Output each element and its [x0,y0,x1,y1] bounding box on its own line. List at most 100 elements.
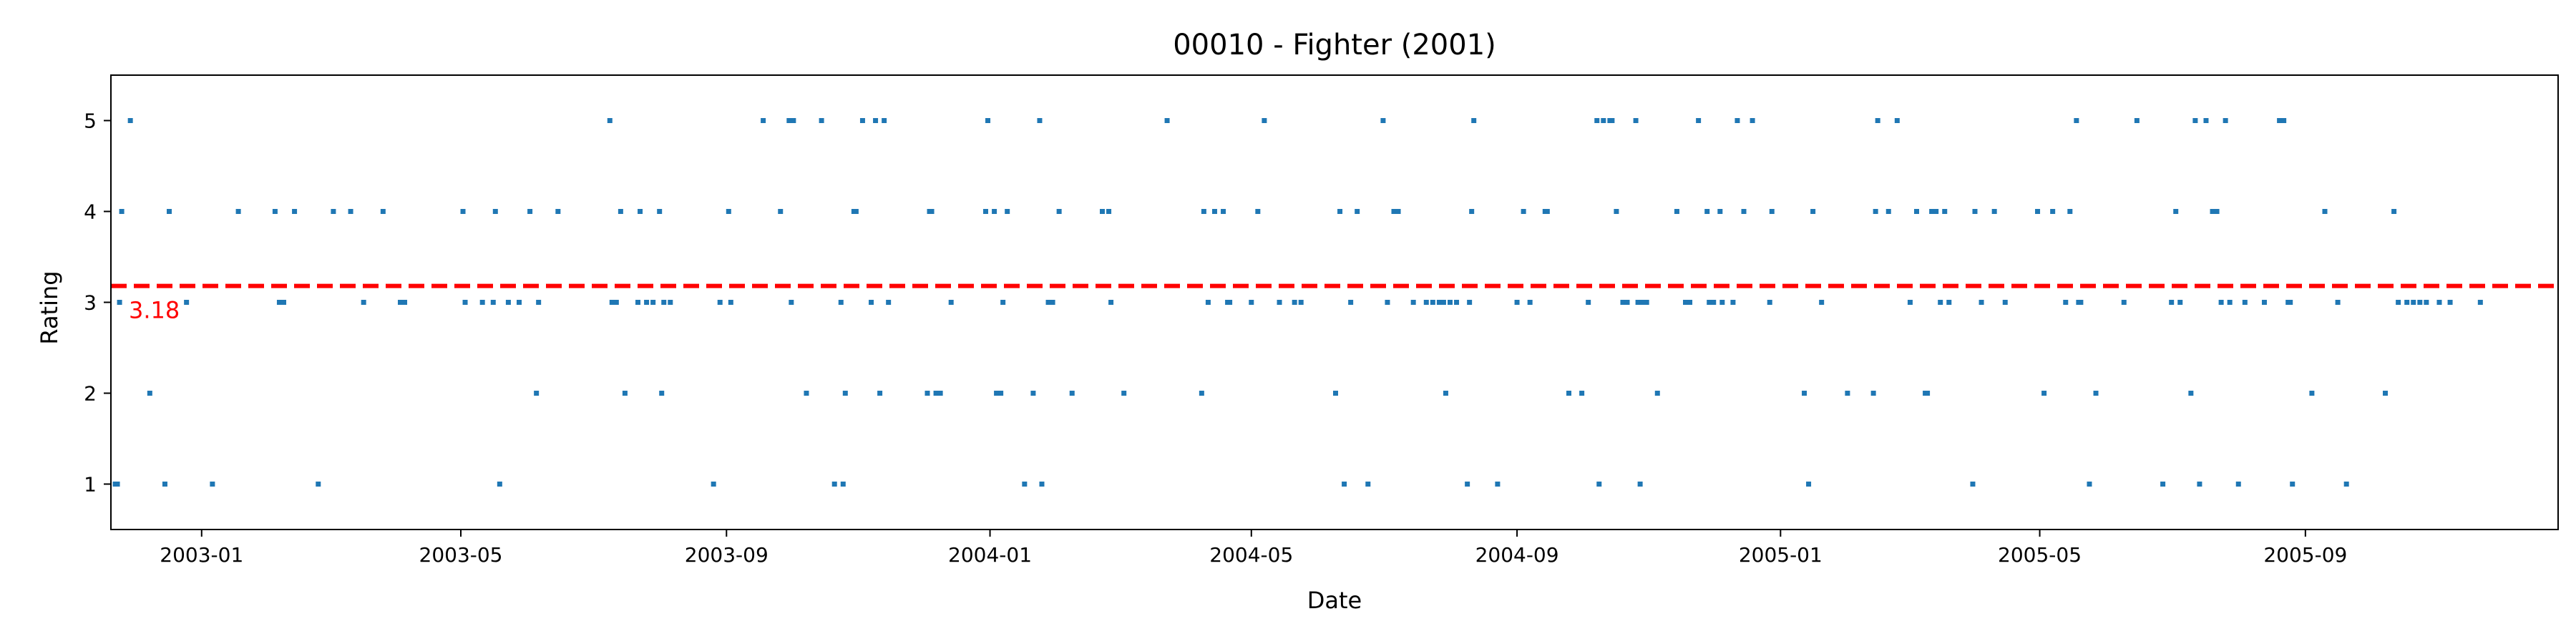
rating-point [1255,209,1261,214]
rating-point [272,209,278,214]
rating-point [659,391,665,396]
rating-point [1355,209,1360,214]
rating-point [527,209,533,214]
rating-point [1050,300,1055,305]
rating-point [1925,391,1931,396]
rating-point [804,391,809,396]
rating-point [869,300,874,305]
rating-point [1750,118,1755,123]
rating-point [2281,118,2287,123]
rating-point [1201,209,1206,214]
rating-point [276,300,282,305]
rating-point [2078,300,2084,305]
rating-point [657,209,663,214]
rating-point [1819,300,1825,305]
rating-point [711,482,716,487]
rating-point [2203,118,2209,123]
rating-point [402,300,408,305]
rating-point [1045,300,1051,305]
rating-point [1521,209,1526,214]
rating-point [2050,209,2056,214]
rating-point [644,300,650,305]
rating-point [2197,482,2202,487]
rating-point [1654,391,1660,396]
rating-point [119,209,125,214]
rating-point [1454,300,1460,305]
x-tick-label: 2003-01 [160,543,243,567]
rating-point [831,482,837,487]
rating-point [998,391,1004,396]
rating-point [1594,118,1600,123]
rating-point [2063,300,2069,305]
rating-point [1566,391,1572,396]
x-axis-label: Date [1307,587,1362,614]
rating-point [1711,300,1717,305]
rating-point [492,209,498,214]
rating-point [2343,482,2349,487]
rating-point [1802,391,1807,396]
rating-point [1614,209,1619,214]
rating-point [1342,482,1347,487]
rating-point [1633,118,1639,123]
rating-point [2087,482,2092,487]
rating-point [479,300,485,305]
rating-point [1030,391,1036,396]
rating-point [2447,300,2453,305]
rating-point [1037,118,1043,123]
rating-point [2383,391,2389,396]
rating-point [924,391,930,396]
rating-point [1885,209,1891,214]
rating-point [609,300,615,305]
rating-point [1845,391,1850,396]
x-tick-label: 2004-05 [1209,543,1293,567]
rating-point [1337,209,1343,214]
rating-point [789,300,794,305]
rating-point [1942,209,1948,214]
plot-area-frame [110,74,2559,530]
rating-point [1674,209,1679,214]
rating-point [1436,300,1442,305]
rating-point [2160,482,2166,487]
rating-point [117,300,122,305]
x-tick-label: 2005-05 [1998,543,2082,567]
rating-point [2411,300,2416,305]
rating-point [2477,300,2483,305]
rating-point [2192,118,2198,123]
rating-point [1767,300,1772,305]
rating-point [147,391,152,396]
x-axis-ticks: 2003-01 2003-05 2003-09 2004-01 2004-05 2004-… [160,530,2347,567]
rating-point [1164,118,1170,123]
rating-point [778,209,784,214]
rating-point [1108,300,1114,305]
rating-point [882,118,887,123]
rating-point [361,300,366,305]
rating-point [622,391,628,396]
rating-point [1991,209,1997,214]
rating-point [761,118,766,123]
rating-point [873,118,879,123]
rating-point [2261,300,2267,305]
rating-point [1106,209,1112,214]
rating-point [929,209,935,214]
rating-point [2417,300,2423,305]
rating-point [877,391,883,396]
rating-point [1769,209,1775,214]
rating-point [1601,118,1606,123]
rating-point [1467,300,1473,305]
rating-point [1000,300,1006,305]
rating-point [1687,300,1693,305]
rating-point [1430,300,1435,305]
rating-point [348,209,353,214]
rating-point [1069,391,1075,396]
rating-point [1410,300,1416,305]
rating-point [460,209,466,214]
rating-point [1579,391,1585,396]
rating-point [1544,209,1550,214]
rating-point [1873,209,1878,214]
rating-point [1870,391,1876,396]
rating-point [1704,209,1710,214]
x-tick-label: 2003-09 [685,543,769,567]
rating-point [838,300,844,305]
rating-point [1227,300,1233,305]
rating-point [983,209,989,214]
